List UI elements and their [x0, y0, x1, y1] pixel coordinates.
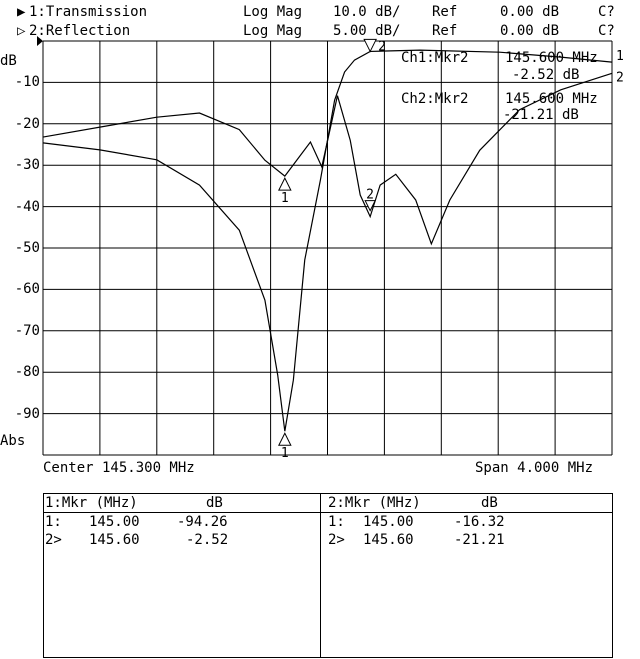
- y-tick-label: -60: [14, 281, 40, 298]
- ch1-row2-value: -2.52: [186, 532, 229, 548]
- ch1-marker-table: 1:Mkr (MHz) dB 1: 145.00 -94.26 2> 145.6…: [44, 494, 321, 657]
- y-tick-label: -80: [14, 364, 40, 381]
- ch2-row2-value: -21.21: [454, 532, 505, 548]
- ch1-active-indicator: ▶: [17, 4, 26, 20]
- ch1-row2-id: 2>: [45, 532, 62, 548]
- ch2-ref-label: Ref: [432, 23, 458, 39]
- span-frequency[interactable]: Span 4.000 MHz: [475, 460, 594, 476]
- ch2-marker-label: Ch2:Mkr2: [401, 91, 469, 107]
- ch1-row1-freq: 145.00: [89, 514, 140, 530]
- ch2-format[interactable]: Log Mag: [243, 23, 303, 39]
- ch1-marker-label: Ch1:Mkr2: [401, 50, 469, 66]
- trace-1: [42, 49, 613, 432]
- y-tick-label: -10: [14, 74, 40, 91]
- ch1-ref-value[interactable]: 0.00 dB: [500, 4, 560, 20]
- marker-label: 1: [281, 446, 289, 461]
- ch2-marker-value: -21.21 dB: [503, 107, 579, 123]
- ch2-scale[interactable]: 5.00 dB/: [333, 23, 401, 39]
- ch2-row1-id: 1:: [328, 514, 345, 530]
- ch1-table-header-unit: dB: [206, 495, 223, 511]
- ch2-indicator: ▷: [17, 23, 26, 39]
- marker-label: 1: [281, 191, 289, 206]
- ch2-row2-freq: 145.60: [363, 532, 414, 548]
- y-tick-label: dB: [0, 53, 17, 69]
- ch2-table-header-unit: dB: [481, 495, 498, 511]
- ch2-row1-freq: 145.00: [363, 514, 414, 530]
- ch2-row1-value: -16.32: [454, 514, 505, 530]
- trace-2-end-label: 2: [616, 70, 624, 85]
- ch1-row1-value: -94.26: [177, 514, 228, 530]
- ch2-status: C?: [598, 23, 615, 39]
- ch2-row2-id: 2>: [328, 532, 345, 548]
- ch1-scale[interactable]: 10.0 dB/: [333, 4, 401, 20]
- reference-position-icon: [37, 36, 43, 46]
- trace-2: [42, 72, 613, 246]
- y-tick-label: -90: [14, 405, 40, 422]
- marker-1-icon: [278, 177, 292, 191]
- ch1-marker-value: -2.52 dB: [512, 67, 580, 83]
- ch1-row2-freq: 145.60: [89, 532, 140, 548]
- y-tick-label: -40: [14, 198, 40, 215]
- marker-1-icon: [278, 432, 292, 446]
- marker-2-icon: [364, 200, 376, 212]
- ch1-format[interactable]: Log Mag: [243, 4, 303, 20]
- y-tick-label: -70: [14, 322, 40, 339]
- marker-label: 2: [378, 39, 386, 54]
- ch2-table-header-mkr: 2:Mkr (MHz): [328, 495, 421, 511]
- ch1-table-header-mkr: 1:Mkr (MHz): [45, 495, 138, 511]
- ch2-title[interactable]: 2:Reflection: [29, 23, 131, 39]
- center-frequency[interactable]: Center 145.300 MHz: [43, 460, 195, 476]
- y-tick-label: -30: [14, 157, 40, 174]
- y-tick-label: Abs: [0, 433, 26, 449]
- ch1-ref-label: Ref: [432, 4, 458, 20]
- y-tick-label: -50: [14, 240, 40, 256]
- marker-table: 1:Mkr (MHz) dB 1: 145.00 -94.26 2> 145.6…: [43, 493, 613, 658]
- ch1-title[interactable]: 1:Transmission: [29, 4, 148, 20]
- ch1-marker-freq: 145.600 MHz: [505, 50, 598, 66]
- marker-2-icon: [363, 38, 377, 53]
- y-tick-label: -20: [14, 115, 40, 132]
- ch1-status: C?: [598, 4, 615, 20]
- ch2-marker-freq: 145.600 MHz: [505, 91, 598, 107]
- ch1-row1-id: 1:: [45, 514, 62, 530]
- divider: [44, 512, 320, 513]
- marker-label: 2: [366, 188, 374, 203]
- divider: [321, 512, 612, 513]
- ch2-marker-table: 2:Mkr (MHz) dB 1: 145.00 -16.32 2> 145.6…: [321, 494, 612, 657]
- trace-1-end-label: 1: [616, 49, 624, 64]
- ch2-ref-value[interactable]: 0.00 dB: [500, 23, 560, 39]
